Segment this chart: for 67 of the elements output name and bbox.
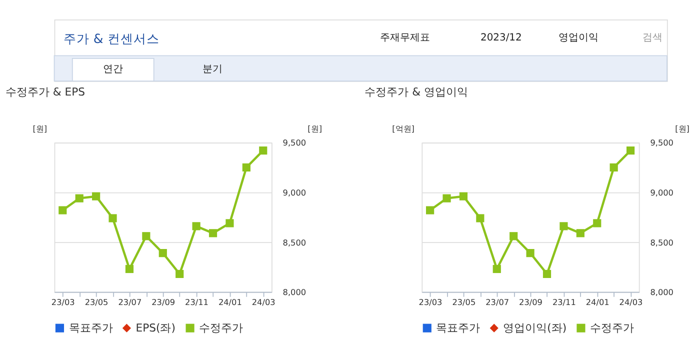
point	[142, 232, 150, 240]
point	[75, 194, 84, 202]
text: 연간	[103, 64, 124, 75]
point	[626, 146, 635, 155]
chart-title: 수정주가 & 영업이익	[364, 86, 468, 99]
y2-tick-label: 9,000	[282, 188, 306, 198]
point	[459, 192, 468, 200]
point	[526, 249, 534, 258]
legend-label: 목표주가	[68, 322, 113, 335]
x-tick-label: 23/03	[51, 297, 75, 308]
point	[476, 214, 484, 222]
point	[560, 222, 568, 230]
y-axis-title: [억원]	[392, 124, 414, 134]
x-tick-label: 23/11	[552, 297, 576, 308]
point	[158, 249, 167, 258]
x-tick-label: 23/11	[185, 297, 208, 308]
legend-label: 수정주가	[199, 322, 244, 335]
point	[576, 229, 584, 238]
y2-axis-title: [원]	[675, 124, 690, 134]
x-tick-label: 24/01	[218, 297, 242, 308]
point	[208, 229, 218, 238]
legend-label: 목표주가	[436, 322, 480, 335]
x-tick-label: 23/07	[486, 297, 510, 308]
x-tick-label: 24/01	[586, 297, 610, 308]
point	[58, 206, 67, 214]
legend-label: EPS(좌)	[136, 322, 176, 335]
y2-tick-label: 8,000	[650, 287, 674, 298]
point	[92, 192, 100, 200]
y-axis-title: [원]	[32, 124, 48, 134]
chart-title: 수정주가 & EPS	[5, 86, 86, 99]
x-tick-label: 23/05	[452, 297, 476, 308]
point	[492, 264, 501, 274]
x-tick-label: 24/03	[619, 297, 643, 308]
text: 2023/12	[480, 32, 522, 44]
y2-tick-label: 8,000	[282, 287, 306, 298]
x-tick-label: 23/09	[519, 297, 542, 308]
text: 분기	[202, 64, 223, 75]
y2-tick-label: 8,500	[282, 237, 306, 248]
text: 영업이익	[558, 32, 598, 44]
x-tick-label: 23/05	[84, 297, 108, 308]
y2-tick-label: 9,500	[282, 138, 306, 148]
point	[259, 146, 268, 155]
text: 주재무제표	[380, 32, 430, 44]
point	[426, 206, 434, 214]
text: 검색	[642, 32, 663, 44]
y2-tick-label: 9,500	[650, 138, 674, 148]
point	[226, 219, 234, 228]
x-tick-label: 23/07	[118, 297, 142, 308]
x-tick-label: 23/09	[152, 297, 176, 308]
point	[242, 163, 250, 172]
y2-tick-label: 9,000	[650, 188, 674, 198]
legend-label: 수정주가	[590, 322, 634, 335]
x-tick-label: 24/03	[252, 297, 276, 308]
point	[542, 270, 552, 278]
point	[442, 194, 451, 202]
point	[176, 270, 184, 278]
point	[593, 219, 602, 228]
point	[192, 222, 200, 230]
point	[610, 163, 618, 172]
legend-label: 영업이익(좌)	[503, 322, 567, 335]
point	[108, 214, 117, 222]
x-tick-label: 23/03	[418, 297, 442, 308]
y2-tick-label: 8,500	[650, 237, 674, 248]
point	[510, 232, 518, 240]
text: 주가 & 컨센서스	[63, 31, 160, 46]
point	[125, 264, 134, 274]
y2-axis-title: [원]	[308, 124, 322, 134]
